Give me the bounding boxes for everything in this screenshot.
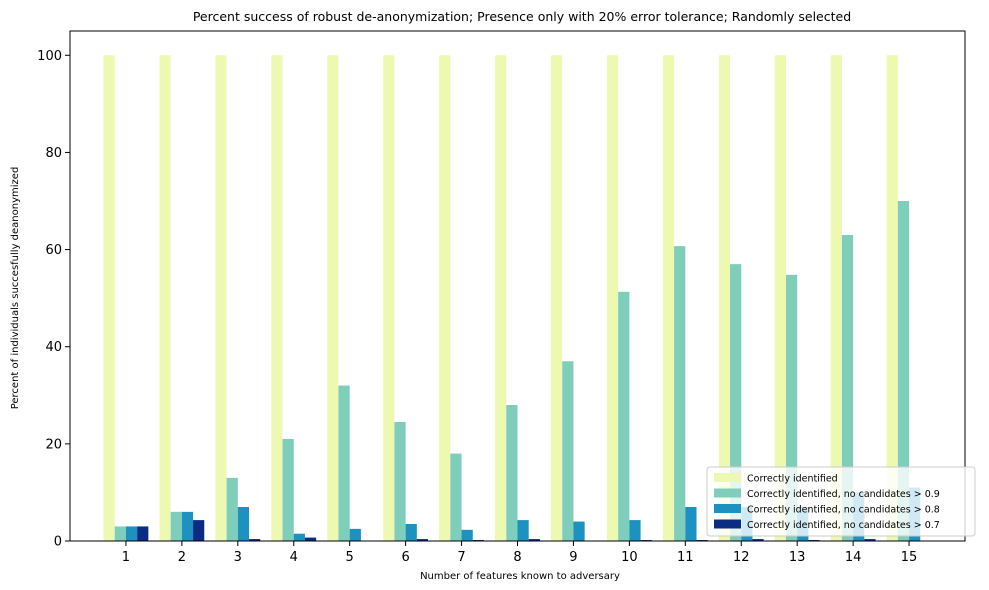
y-tick-label: 100 bbox=[37, 49, 62, 64]
bar-series-2-cat-13 bbox=[785, 274, 798, 541]
legend-swatch bbox=[714, 488, 741, 498]
x-tick-label: 12 bbox=[733, 550, 750, 565]
x-tick-label: 7 bbox=[457, 550, 465, 565]
bar-series-3-cat-4 bbox=[293, 533, 305, 541]
bar-series-2-cat-5 bbox=[338, 385, 350, 541]
x-tick-label: 6 bbox=[401, 550, 409, 565]
bar-series-3-cat-6 bbox=[405, 524, 417, 541]
bar-series-2-cat-6 bbox=[394, 422, 406, 541]
bar-series-2-cat-11 bbox=[674, 246, 686, 542]
bar-series-4-cat-1 bbox=[137, 526, 149, 541]
legend-box bbox=[706, 466, 976, 537]
bar-series-1-cat-3 bbox=[215, 55, 227, 541]
bar-series-2-cat-14 bbox=[841, 235, 854, 541]
bar-series-1-cat-9 bbox=[551, 55, 563, 541]
bar-series-4-cat-14 bbox=[864, 539, 876, 541]
bar-series-4-cat-8 bbox=[528, 539, 540, 541]
x-tick-label: 2 bbox=[178, 550, 186, 565]
legend-swatch bbox=[714, 519, 741, 529]
bar-series-2-cat-9 bbox=[562, 361, 574, 541]
x-tick-label: 9 bbox=[569, 550, 577, 565]
bar-series-2-cat-8 bbox=[506, 405, 518, 541]
bar-series-1-cat-2 bbox=[159, 55, 171, 541]
bar-series-3-cat-1 bbox=[125, 526, 138, 541]
bar-series-2-cat-3 bbox=[226, 477, 238, 541]
x-tick-label: 10 bbox=[621, 550, 638, 565]
x-tick-label: 1 bbox=[122, 550, 130, 565]
x-tick-label: 8 bbox=[513, 550, 521, 565]
bar-series-2-cat-15 bbox=[897, 201, 910, 541]
y-tick-label: 60 bbox=[45, 243, 62, 258]
bar-series-1-cat-5 bbox=[327, 55, 339, 541]
bar-series-4-cat-3 bbox=[249, 539, 261, 541]
bar-series-2-cat-10 bbox=[618, 291, 630, 541]
bar-series-1-cat-11 bbox=[662, 55, 675, 541]
bar-series-1-cat-12 bbox=[718, 55, 731, 541]
bar-series-3-cat-5 bbox=[349, 528, 361, 541]
x-tick-label: 14 bbox=[845, 550, 862, 565]
legend-label: Correctly identified, no candidates > 0.… bbox=[747, 505, 940, 516]
bar-series-4-cat-2 bbox=[193, 520, 205, 541]
legend-swatch bbox=[714, 504, 741, 513]
bar-series-1-cat-7 bbox=[439, 55, 451, 541]
bar-series-4-cat-12 bbox=[752, 539, 764, 541]
x-tick-label: 3 bbox=[234, 550, 242, 565]
bar-series-3-cat-8 bbox=[517, 520, 529, 541]
bar-series-2-cat-7 bbox=[450, 453, 462, 541]
legend-label: Correctly identified bbox=[747, 474, 838, 485]
y-tick-label: 20 bbox=[45, 437, 62, 452]
x-axis-label: Number of features known to adversary bbox=[420, 571, 620, 582]
y-tick-label: 80 bbox=[45, 146, 62, 161]
bar-series-1-cat-10 bbox=[606, 55, 619, 541]
bar-series-1-cat-1 bbox=[103, 55, 115, 541]
legend-label: Correctly identified, no candidates > 0.… bbox=[747, 489, 940, 500]
y-tick-label: 0 bbox=[54, 535, 62, 550]
y-tick-label: 40 bbox=[45, 340, 62, 355]
bar-series-2-cat-4 bbox=[282, 439, 294, 541]
bar-series-1-cat-13 bbox=[774, 55, 786, 541]
bar-series-2-cat-12 bbox=[730, 264, 742, 541]
legend-label: Correctly identified, no candidates > 0.… bbox=[747, 520, 940, 531]
x-tick-label: 13 bbox=[789, 550, 806, 565]
bar-series-1-cat-6 bbox=[383, 55, 395, 541]
bar-series-2-cat-1 bbox=[114, 526, 126, 541]
x-tick-label: 11 bbox=[677, 550, 694, 565]
legend-swatch bbox=[714, 473, 741, 482]
y-axis-label: Percent of individuals succesfully deano… bbox=[10, 167, 21, 410]
bar-series-3-cat-10 bbox=[629, 520, 641, 541]
bar-series-4-cat-4 bbox=[304, 537, 317, 541]
chart-title: Percent success of robust de-anonymizati… bbox=[193, 9, 851, 24]
bar-series-4-cat-6 bbox=[416, 539, 429, 541]
bar-series-1-cat-4 bbox=[271, 55, 283, 541]
bar-series-3-cat-7 bbox=[461, 529, 473, 541]
x-tick-label: 5 bbox=[346, 550, 354, 565]
legend: Correctly identified Correctly identified… bbox=[706, 466, 976, 537]
bar-series-3-cat-9 bbox=[573, 521, 585, 541]
bar-series-3-cat-2 bbox=[181, 511, 194, 541]
bar-series-2-cat-2 bbox=[170, 511, 182, 541]
bar-series-1-cat-15 bbox=[886, 55, 898, 541]
bar-series-1-cat-14 bbox=[830, 55, 842, 541]
x-tick-label: 4 bbox=[290, 550, 298, 565]
bar-series-3-cat-11 bbox=[685, 507, 697, 541]
x-tick-label: 15 bbox=[901, 550, 918, 565]
bar-series-3-cat-3 bbox=[237, 507, 250, 541]
bar-series-1-cat-8 bbox=[495, 55, 507, 541]
